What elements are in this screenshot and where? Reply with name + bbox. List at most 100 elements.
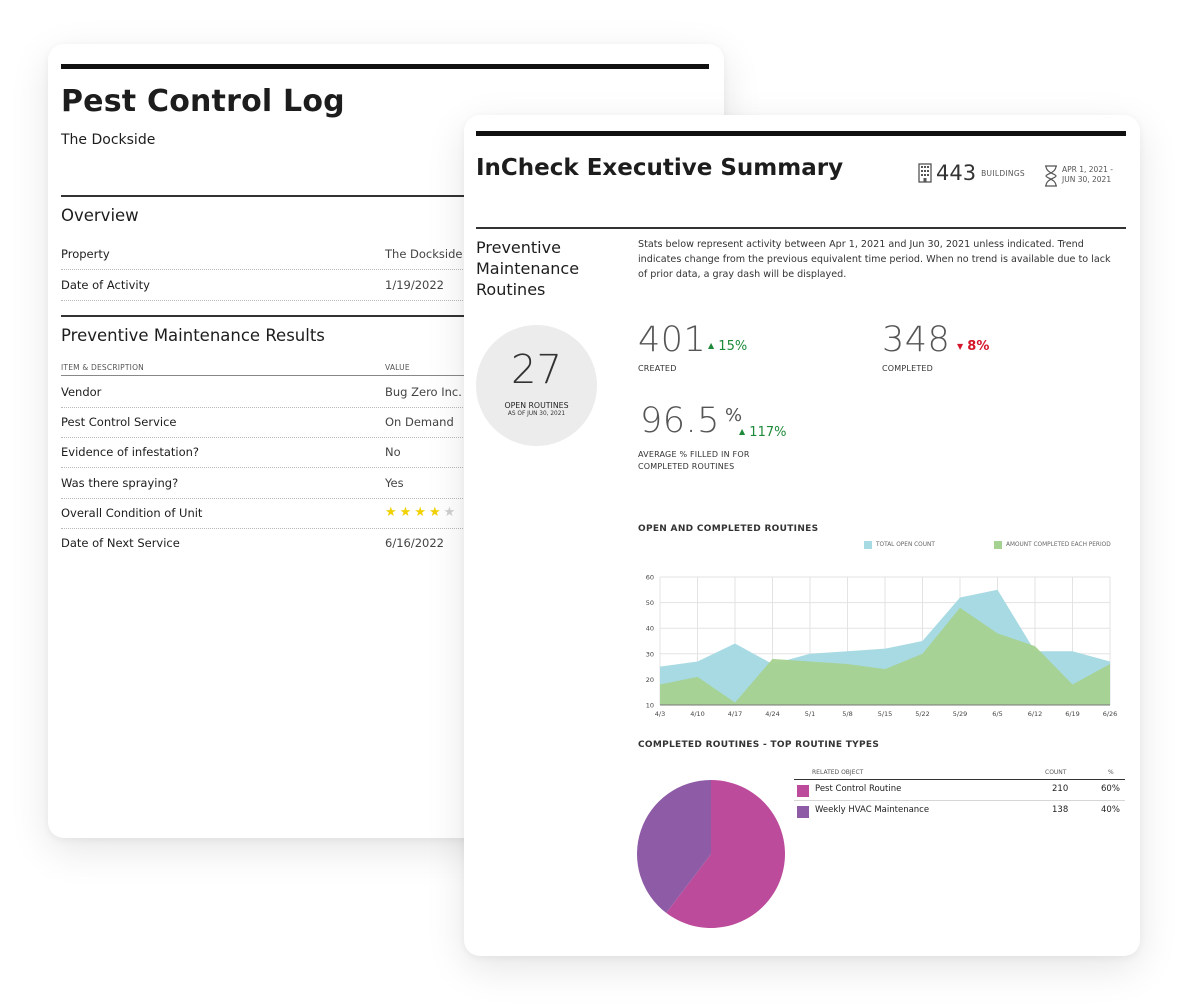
hourglass-icon (1045, 165, 1057, 187)
x-tick-label: 6/19 (1065, 710, 1080, 718)
buildings-label: BUILDINGS (981, 168, 1025, 178)
trend-avg-filled: ▲ 117% (739, 425, 786, 440)
trend-value: 117% (749, 425, 787, 440)
date-range: APR 1, 2021 - JUN 30, 2021 (1044, 165, 1124, 187)
trend-created: ▲ 15% (708, 339, 747, 354)
star-filled-icon: ★ (385, 505, 397, 520)
top-rule (476, 131, 1126, 136)
pie-slice-hvac (637, 780, 711, 913)
stat-completed: 348 (882, 320, 950, 360)
row-label: Property (61, 247, 110, 261)
column-header-pct: % (1108, 769, 1114, 776)
x-tick-label: 5/15 (878, 710, 893, 718)
row-label: Was there spraying? (61, 476, 179, 490)
star-filled-icon: ★ (399, 505, 412, 520)
x-tick-label: 6/26 (1103, 710, 1118, 718)
row-value: No (385, 445, 401, 459)
color-swatch (797, 785, 809, 797)
overview-row-date: Date of Activity 1/19/2022 (61, 270, 711, 301)
row-label: Vendor (61, 385, 102, 399)
row-pct: 40% (1101, 805, 1120, 815)
stat-created: 401 (638, 320, 706, 360)
page-title: Pest Control Log (61, 84, 345, 119)
open-routines-label: OPEN ROUTINES (504, 401, 569, 410)
legend-swatch-open (864, 541, 872, 549)
stat-unit: % (725, 405, 743, 426)
y-tick-label: 20 (646, 676, 654, 684)
trend-value: 15% (718, 339, 748, 354)
row-name: Pest Control Routine (815, 784, 902, 794)
x-tick-label: 4/10 (690, 710, 705, 718)
section-divider (476, 227, 1126, 229)
top-rule (61, 64, 709, 69)
row-count: 138 (1052, 805, 1069, 815)
star-empty-icon: ★ (443, 505, 456, 520)
table-row: Weekly HVAC Maintenance 138 40% (794, 801, 1125, 821)
pie-slice-pest-control (666, 780, 785, 928)
open-completed-area-chart: 10 20 30 40 50 60 4/3 4/10 4/17 4/24 5/1 5/8 5/15 5/2… (646, 574, 1118, 719)
property-subtitle: The Dockside (61, 132, 156, 148)
result-row-vendor: Vendor Bug Zero Inc. (61, 377, 711, 408)
color-swatch (797, 806, 809, 818)
result-row-spraying: Was there spraying? Yes (61, 468, 711, 499)
routine-types-table: RELATED OBJECT COUNT % Pest Control Rout… (794, 769, 1125, 821)
trend-completed: ▼ 8% (957, 339, 989, 354)
line-chart-title: OPEN AND COMPLETED ROUTINES (638, 524, 819, 534)
x-tick-label: 5/1 (805, 710, 815, 718)
row-label: Pest Control Service (61, 415, 177, 429)
x-tick-label: 5/8 (842, 710, 852, 718)
summary-title: InCheck Executive Summary (476, 155, 844, 181)
open-routines-badge: 27 OPEN ROUTINES AS OF JUN 30, 2021 (476, 325, 597, 446)
trend-up-icon: ▲ (739, 427, 746, 436)
stat-label-avg-filled: AVERAGE % FILLED IN FOR COMPLETED ROUTIN… (638, 450, 750, 471)
results-heading: Preventive Maintenance Results (61, 326, 325, 345)
row-count: 210 (1052, 784, 1069, 794)
buildings-count: 443 (936, 161, 977, 185)
x-tick-label: 5/29 (953, 710, 968, 718)
table-row: Pest Control Routine 210 60% (794, 780, 1125, 801)
row-value: 1/19/2022 (385, 278, 444, 292)
result-row-condition: Overall Condition of Unit ★ ★ ★ ★ ★ (61, 498, 711, 529)
column-header-rule (61, 375, 711, 376)
legend-label-completed: AMOUNT COMPLETED EACH PERIOD (1006, 542, 1111, 548)
column-header-object: RELATED OBJECT (812, 769, 864, 776)
legend-swatch-completed (994, 541, 1002, 549)
stat-value: 401 (638, 320, 707, 360)
y-tick-label: 10 (646, 702, 654, 710)
open-routines-count: 27 (511, 347, 562, 393)
routine-types-pie-chart (637, 780, 785, 928)
result-row-infestation: Evidence of infestation? No (61, 437, 711, 468)
section-title: Preventive Maintenance Routines (476, 238, 580, 299)
row-value: Yes (385, 476, 404, 490)
x-tick-label: 4/17 (728, 710, 743, 718)
executive-summary-card: InCheck Executive Summary 443 BUILDINGS … (464, 115, 1140, 956)
y-tick-label: 30 (646, 650, 654, 658)
column-header-item: ITEM & DESCRIPTION (61, 363, 144, 372)
y-tick-label: 40 (646, 625, 654, 633)
legend-completed: AMOUNT COMPLETED EACH PERIOD (994, 541, 1111, 549)
star-filled-icon: ★ (414, 505, 426, 520)
x-tick-label: 4/24 (765, 710, 780, 718)
trend-up-icon: ▲ (708, 341, 715, 350)
intro-text: Stats below represent activity between A… (638, 239, 1111, 280)
overview-row-property: Property The Dockside (61, 239, 711, 270)
completed-count-area (660, 607, 1110, 705)
stat-value: 348 (882, 320, 951, 360)
x-tick-label: 4/3 (655, 710, 665, 718)
legend-label-open: TOTAL OPEN COUNT (876, 542, 935, 548)
column-header-value: VALUE (385, 363, 410, 372)
y-tick-label: 50 (646, 599, 654, 607)
pie-chart-title: COMPLETED ROUTINES - TOP ROUTINE TYPES (638, 740, 880, 750)
condition-rating: ★ ★ ★ ★ ★ (385, 506, 455, 519)
star-filled-icon: ★ (428, 505, 441, 520)
trend-down-icon: ▼ (957, 342, 964, 351)
row-label: Evidence of infestation? (61, 445, 200, 459)
result-row-next-service: Date of Next Service 6/16/2022 (61, 528, 711, 558)
trend-value: 8% (967, 339, 990, 354)
x-tick-label: 5/22 (915, 710, 930, 718)
section-divider (61, 195, 711, 197)
row-value: 6/16/2022 (385, 536, 444, 550)
row-pct: 60% (1101, 784, 1120, 794)
row-label: Overall Condition of Unit (61, 506, 203, 520)
stat-value: 96.5 (640, 401, 720, 441)
